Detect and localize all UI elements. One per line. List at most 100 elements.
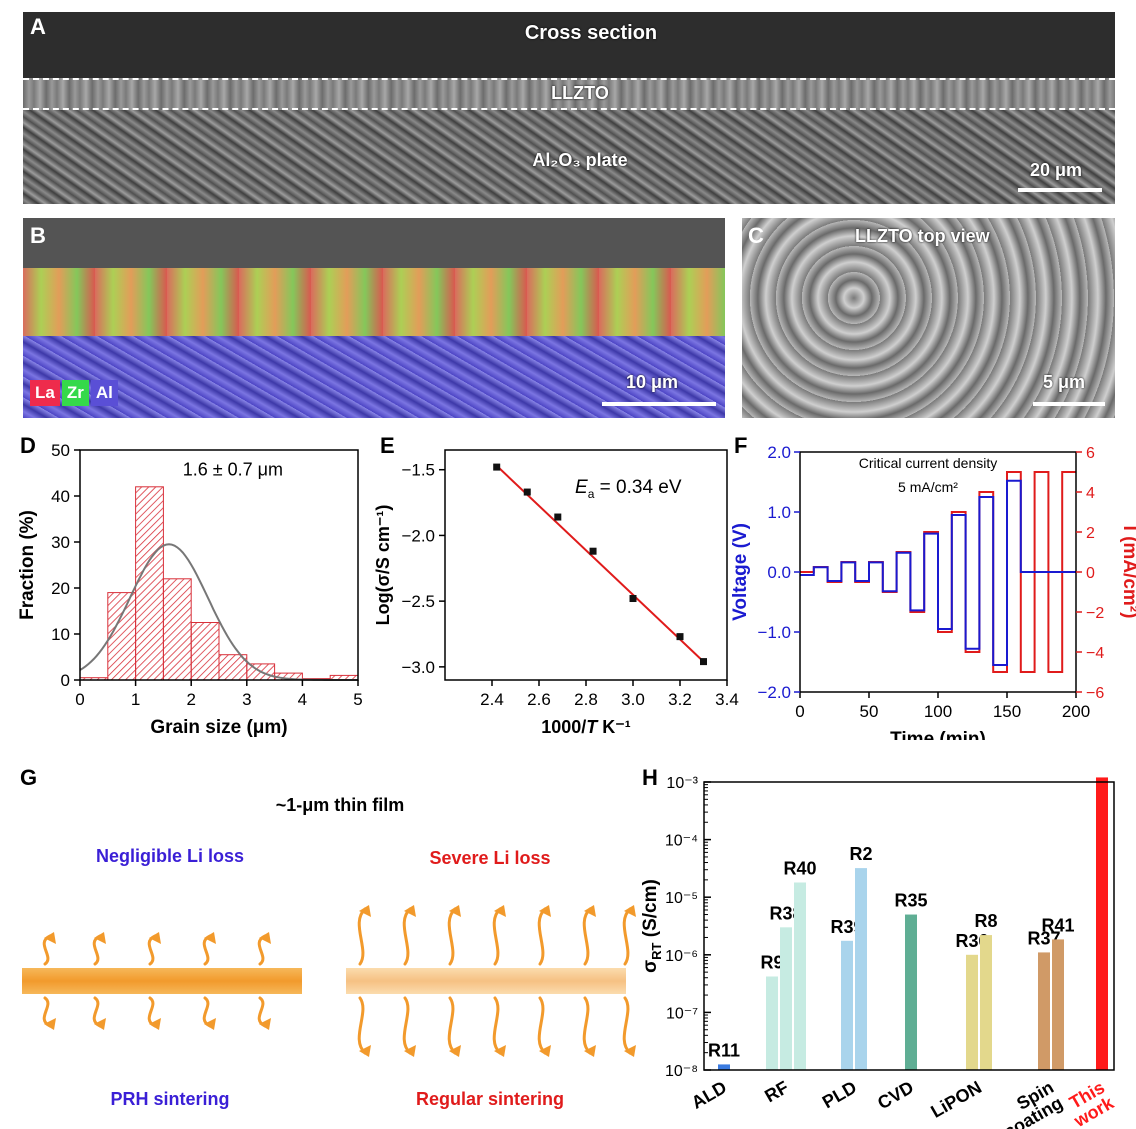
y-tick-label: 30: [51, 533, 70, 552]
regular-down-arrow: [402, 996, 412, 1055]
panel-d-frame: [79, 449, 359, 681]
y-right-tick-label: 4: [1086, 485, 1095, 502]
data-point: [629, 595, 637, 603]
y-left-tick-label: 2.0: [767, 443, 791, 462]
y-left-tick-label: −1.0: [757, 623, 791, 642]
conductivity-bar: [1038, 952, 1050, 1070]
x-category-label: Thiswork: [1061, 1077, 1118, 1129]
panel-g-left-top: Negligible Li loss: [95, 846, 245, 866]
prh-down-arrow-head: [259, 1018, 271, 1030]
regular-down-arrow: [357, 996, 367, 1055]
y-tick-label: −2.0: [401, 526, 435, 545]
histogram-bar: [135, 486, 164, 681]
x-axis-label: Grain size (μm): [150, 717, 287, 738]
ccd-annotation-line1: Critical current density: [859, 455, 998, 471]
y-tick-label: 10⁻⁶: [665, 948, 698, 965]
x-tick-label: 50: [860, 702, 879, 721]
data-point: [589, 547, 597, 555]
panel-b-film-layer: [23, 268, 725, 340]
panel-f-letter: F: [734, 433, 748, 458]
legend-la: La: [30, 380, 60, 406]
prh-up-arrow-head: [94, 932, 106, 944]
conductivity-bar: [980, 935, 992, 1070]
regular-up-arrow: [447, 907, 457, 966]
x-tick-label: 3.4: [715, 690, 739, 709]
panel-a-letter: A: [30, 14, 46, 39]
x-tick-label: 1: [131, 690, 140, 709]
y-right-tick-label: −2: [1086, 605, 1104, 622]
panel-h-frame: [703, 781, 1115, 1071]
panel-a-scale-label: 20 μm: [1030, 160, 1083, 180]
regular-down-arrow-head: [404, 1045, 416, 1057]
y-left-axis-label: Voltage (V): [730, 523, 751, 621]
panel-a-substrate-label: Al₂O₃ plate: [532, 150, 628, 170]
panel-b-legend: La Zr Al: [30, 380, 118, 406]
prh-down-arrow-head: [204, 1018, 216, 1030]
x-category-label: PLD: [819, 1077, 860, 1112]
regular-down-arrow-head: [359, 1045, 371, 1057]
histogram-bar: [107, 592, 137, 681]
y-tick-label: 10: [51, 625, 70, 644]
conductivity-bar: [780, 927, 792, 1070]
panel-g-right-top: Severe Li loss: [429, 848, 551, 868]
conductivity-bar: [855, 868, 867, 1070]
prh-up-arrow-head: [259, 932, 271, 944]
panel-a-title: Cross section: [524, 22, 658, 44]
x-tick-label: 3: [242, 690, 251, 709]
prh-film: [22, 968, 302, 994]
x-tick-label: 3.2: [668, 690, 692, 709]
x-tick-label: 2.4: [480, 690, 504, 709]
panel-b-eds-map: [23, 218, 725, 418]
regular-down-arrow-head: [449, 1045, 461, 1057]
y-left-tick-label: −2.0: [757, 683, 791, 702]
legend-al: Al: [90, 380, 118, 406]
x-category-label: ALD: [688, 1077, 730, 1113]
panel-g-left-bottom: PRH sintering: [110, 1089, 230, 1109]
regular-up-arrow-head: [539, 905, 551, 917]
regular-down-arrow-head: [539, 1045, 551, 1057]
y-right-tick-label: 2: [1086, 525, 1095, 542]
panel-b-scale-label: 10 μm: [626, 372, 679, 392]
regular-down-arrow: [582, 996, 592, 1055]
y-tick-label: 40: [51, 487, 70, 506]
y-tick-label: −2.5: [401, 592, 435, 611]
grain-size-annotation: 1.6 ± 0.7 μm: [183, 459, 283, 479]
regular-up-arrow-head: [624, 905, 636, 917]
prh-down-arrow-head: [149, 1018, 161, 1030]
bar-ref-label: R40: [783, 858, 816, 878]
prh-down-arrow-head: [94, 1018, 106, 1030]
regular-up-arrow: [537, 907, 547, 966]
regular-down-arrow: [492, 996, 502, 1055]
panel-c-title: LLZTO top view: [855, 226, 990, 246]
regular-up-arrow-head: [449, 905, 461, 917]
x-tick-label: 4: [298, 690, 307, 709]
panel-g-right-bottom: Regular sintering: [415, 1089, 565, 1109]
panel-c-scalebar: [1033, 402, 1105, 406]
x-category-label: RF: [761, 1077, 792, 1106]
panel-g-letter: G: [20, 765, 38, 790]
bar-ref-label: R2: [849, 844, 872, 864]
data-point: [523, 488, 531, 496]
regular-down-arrow-head: [584, 1045, 596, 1057]
activation-energy-annotation: Ea = 0.34 eV: [575, 477, 682, 501]
y-tick-label: −1.5: [401, 461, 435, 480]
panel-a-micrograph: [23, 12, 1115, 204]
conductivity-bar: [766, 976, 778, 1070]
panel-d-letter: D: [20, 433, 36, 458]
bar-ref-label: R8: [974, 911, 997, 931]
y-right-tick-label: −4: [1086, 645, 1104, 662]
prh-up-arrow-head: [204, 932, 216, 944]
y-tick-label: 10⁻⁷: [666, 1005, 698, 1022]
regular-up-arrow-head: [584, 905, 596, 917]
regular-film: [346, 968, 626, 994]
y-left-tick-label: 0.0: [767, 563, 791, 582]
regular-up-arrow: [357, 907, 367, 966]
panel-a-llzto-label: LLZTO: [551, 83, 609, 103]
x-tick-label: 200: [1062, 702, 1090, 721]
x-axis-label: 1000/T K⁻¹: [541, 717, 631, 737]
bar-ref-label: R41: [1041, 915, 1074, 935]
panel-h-chart: R11R9R38R40R39R2R35R36R8R37R4110⁻⁸10⁻⁷10…: [640, 775, 1118, 1129]
regular-up-arrow: [402, 907, 412, 966]
x-tick-label: 2.8: [574, 690, 598, 709]
